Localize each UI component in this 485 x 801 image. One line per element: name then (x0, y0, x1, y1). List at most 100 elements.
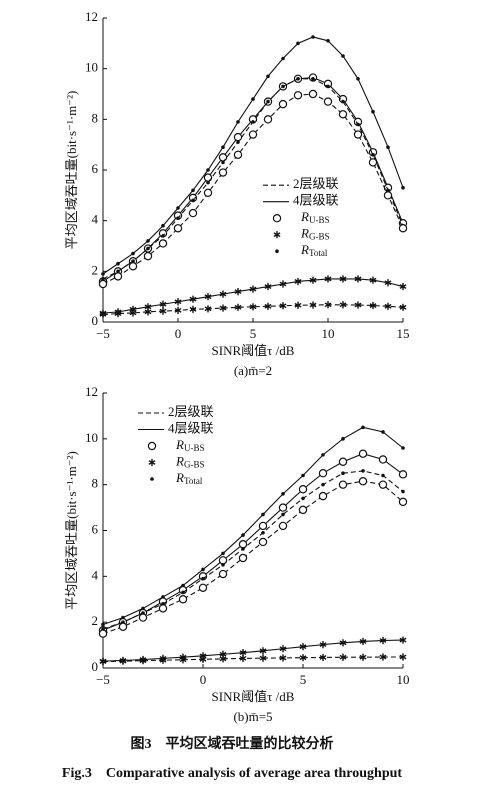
marker-circle (338, 457, 348, 466)
marker-dot (266, 74, 270, 79)
marker-dot (101, 622, 105, 627)
subtitle: (a)m̄=2 (234, 363, 272, 378)
y-tick-label: 6 (92, 161, 99, 176)
marker-dot (341, 437, 345, 441)
y-tick-label: 0 (92, 659, 99, 674)
marker-dot (326, 84, 330, 89)
marker-dot (150, 477, 154, 481)
marker-dot (321, 453, 325, 457)
y-tick-label: 8 (92, 110, 99, 125)
marker-dot (326, 39, 330, 43)
marker-star (354, 301, 362, 309)
marker-dot (266, 99, 270, 104)
marker-dot (116, 261, 120, 266)
series-line (102, 304, 404, 315)
marker-dot (236, 140, 240, 144)
series-line (102, 426, 404, 625)
subtitle: (b)m̄=5 (233, 709, 272, 724)
legend-sub: Total (309, 248, 328, 258)
marker-circle (118, 622, 128, 631)
marker-star (384, 279, 392, 287)
marker-dot (181, 590, 185, 595)
marker-dot (101, 277, 105, 281)
marker-circle (258, 537, 268, 547)
legend-r: R (300, 209, 309, 224)
marker-star (249, 285, 257, 293)
marker-star (309, 276, 317, 284)
marker-star (339, 639, 347, 647)
series-line (102, 656, 403, 663)
legend-sub: Total (184, 476, 203, 486)
marker-dot (221, 160, 225, 165)
marker-circle (278, 99, 288, 109)
marker-dot (401, 185, 405, 190)
y-tick-label: 8 (92, 476, 99, 491)
marker-star (179, 656, 187, 664)
marker-circle (198, 583, 208, 592)
marker-dot (116, 269, 120, 274)
legend-label: RU-BS (300, 209, 329, 225)
y-tick-label: 4 (92, 212, 99, 227)
y-tick-label: 10 (85, 60, 98, 75)
marker-dot (146, 246, 150, 251)
marker-dot (381, 473, 385, 478)
marker-circle (398, 470, 408, 479)
marker-circle (238, 540, 248, 549)
y-tick-label: 6 (92, 521, 99, 536)
marker-circle (98, 279, 108, 289)
legend-r: R (300, 242, 309, 257)
marker-star (319, 641, 327, 649)
marker-star (159, 300, 167, 308)
marker-dot (261, 512, 265, 517)
marker-circle (147, 441, 157, 451)
y-tick-label: 4 (92, 567, 99, 582)
legend-label: RG-BS (175, 453, 204, 469)
marker-star (204, 305, 212, 313)
marker-circle (218, 569, 228, 579)
marker-circle (258, 521, 268, 531)
legend-sub: G-BS (309, 232, 330, 242)
marker-dot (356, 77, 360, 81)
marker-circle (358, 449, 368, 458)
series-line (102, 470, 404, 630)
marker-star (294, 301, 302, 309)
marker-dot (221, 551, 225, 556)
marker-star (199, 655, 207, 663)
marker-dot (341, 54, 345, 58)
marker-star (359, 653, 367, 661)
marker-star (279, 645, 287, 653)
x-tick-label: 15 (397, 326, 410, 341)
marker-circle (298, 505, 308, 515)
series-line (102, 453, 404, 631)
marker-circle (358, 477, 368, 486)
marker-star (264, 282, 272, 291)
marker-star (159, 656, 167, 664)
marker-dot (221, 145, 225, 149)
marker-circle (383, 191, 393, 200)
marker-dot (176, 206, 180, 210)
marker-circle (203, 188, 213, 197)
marker-dot (401, 489, 405, 494)
marker-star (399, 303, 407, 311)
marker-star (384, 302, 392, 310)
marker-dot (361, 425, 365, 430)
marker-circle (378, 480, 388, 489)
marker-star (319, 653, 327, 662)
marker-star (324, 301, 332, 309)
marker-dot (301, 496, 305, 501)
marker-star (339, 301, 347, 309)
marker-star (379, 636, 387, 645)
marker-dot (341, 471, 345, 476)
legend-r: R (300, 226, 309, 241)
marker-circle (218, 168, 228, 177)
marker-circle (98, 629, 108, 638)
marker-circle (318, 469, 328, 478)
marker-dot (296, 77, 300, 81)
marker-star (259, 647, 267, 655)
legend-r: R (175, 437, 184, 452)
marker-star (174, 306, 182, 314)
marker-star (234, 303, 242, 311)
marker-circle (293, 91, 303, 100)
marker-star (299, 654, 307, 662)
marker-dot (101, 272, 105, 276)
